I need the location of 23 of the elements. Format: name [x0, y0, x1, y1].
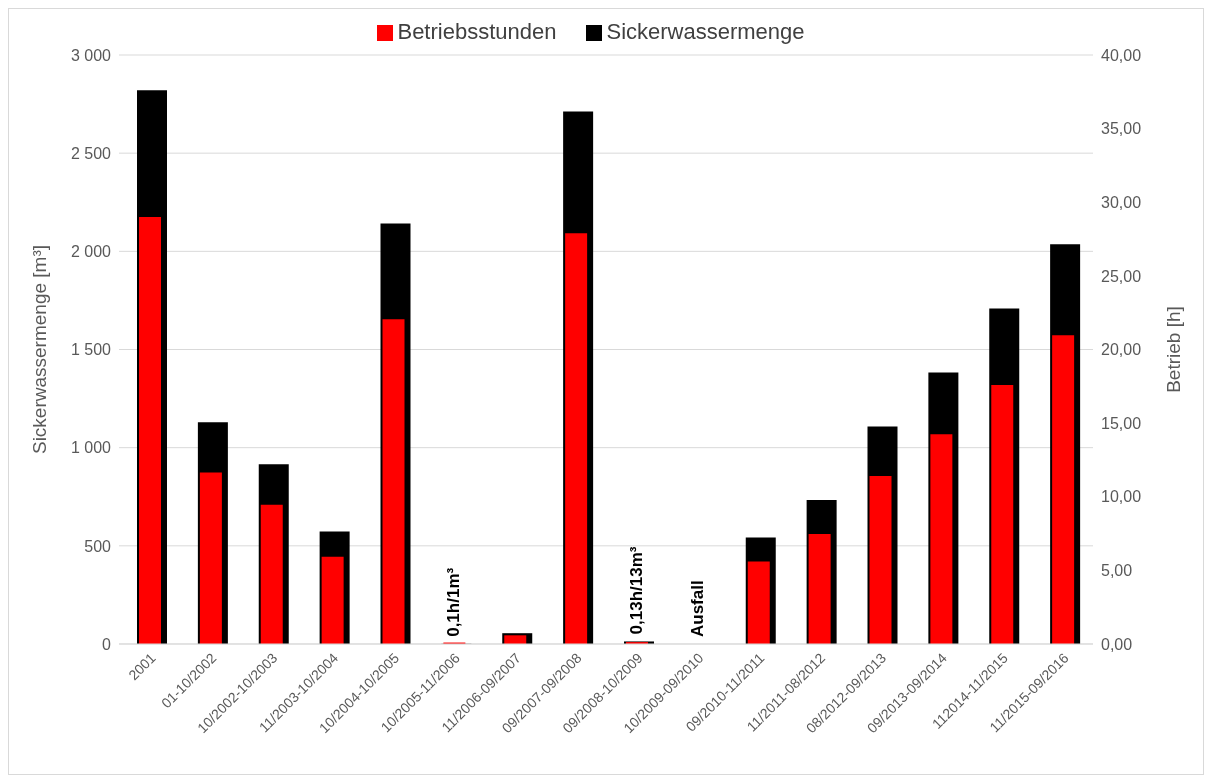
y2-tick-label: 20,00 [1101, 341, 1142, 359]
y-tick-label: 500 [84, 537, 112, 555]
y2-tick-label: 5,00 [1101, 562, 1133, 580]
y-tick-label: 3 000 [70, 46, 112, 64]
y-tick-label: 2 000 [70, 243, 112, 261]
y2-tick-label: 10,00 [1101, 488, 1142, 506]
y-tick-label: 1 000 [70, 439, 112, 457]
y2-tick-label: 40,00 [1101, 46, 1142, 64]
y2-tick-label: 35,00 [1101, 120, 1142, 138]
legend-label: Sickerwassermenge [606, 19, 805, 44]
annotation: 0,1h/1m³ [444, 567, 464, 637]
annotation: 0,13h/13m³ [626, 546, 646, 635]
y-tick-label: 2 500 [70, 144, 112, 162]
y-axis-title: Sickerwassermenge [m³] [28, 244, 50, 455]
y2-axis-title: Betrieb [h] [1162, 306, 1184, 393]
y-tick-label: 0 [102, 635, 112, 653]
annotation: Ausfall [687, 580, 707, 637]
y2-tick-label: 30,00 [1101, 193, 1142, 211]
legend-label: Betriebsstunden [397, 19, 557, 44]
y2-tick-label: 0,00 [1101, 635, 1133, 653]
y2-tick-label: 25,00 [1101, 267, 1142, 285]
y2-tick-label: 15,00 [1101, 414, 1142, 432]
y-tick-label: 1 500 [70, 341, 112, 359]
